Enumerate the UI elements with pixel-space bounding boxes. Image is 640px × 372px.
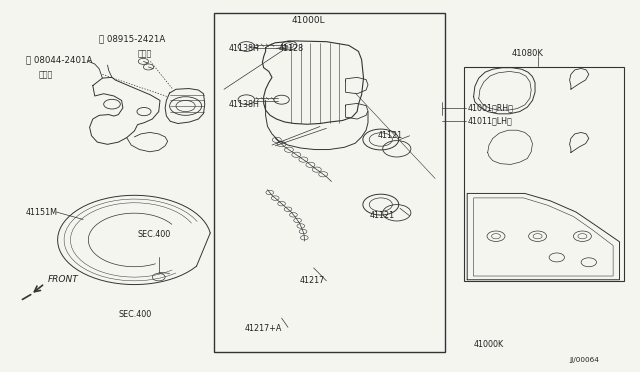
Bar — [214, 13, 445, 352]
Text: （４）: （４） — [138, 49, 152, 58]
Text: 41217+A: 41217+A — [244, 324, 282, 333]
Text: 41128: 41128 — [278, 44, 303, 53]
Text: SEC.400: SEC.400 — [118, 310, 152, 319]
Text: 41011（LH）: 41011（LH） — [467, 116, 512, 125]
Bar — [464, 67, 624, 281]
Text: Ⓜ 08915-2421A: Ⓜ 08915-2421A — [99, 35, 166, 44]
Text: 41001（RH）: 41001（RH） — [467, 103, 513, 112]
Text: 41080K: 41080K — [512, 49, 544, 58]
Text: 41121: 41121 — [370, 211, 395, 220]
Text: 41000L: 41000L — [291, 16, 325, 25]
Text: 41138H: 41138H — [229, 44, 260, 53]
Text: Ⓑ 08044-2401A: Ⓑ 08044-2401A — [26, 55, 92, 64]
Text: FRONT: FRONT — [48, 275, 79, 283]
Text: 41217: 41217 — [300, 276, 324, 285]
Text: SEC.400: SEC.400 — [138, 230, 171, 239]
Text: （４）: （４） — [38, 70, 52, 79]
Text: 41000K: 41000K — [474, 340, 504, 349]
Text: 41151M: 41151M — [26, 208, 58, 217]
Text: 41121: 41121 — [378, 131, 403, 140]
Text: JJ/00064: JJ/00064 — [570, 357, 600, 363]
Text: 41138H: 41138H — [229, 100, 260, 109]
